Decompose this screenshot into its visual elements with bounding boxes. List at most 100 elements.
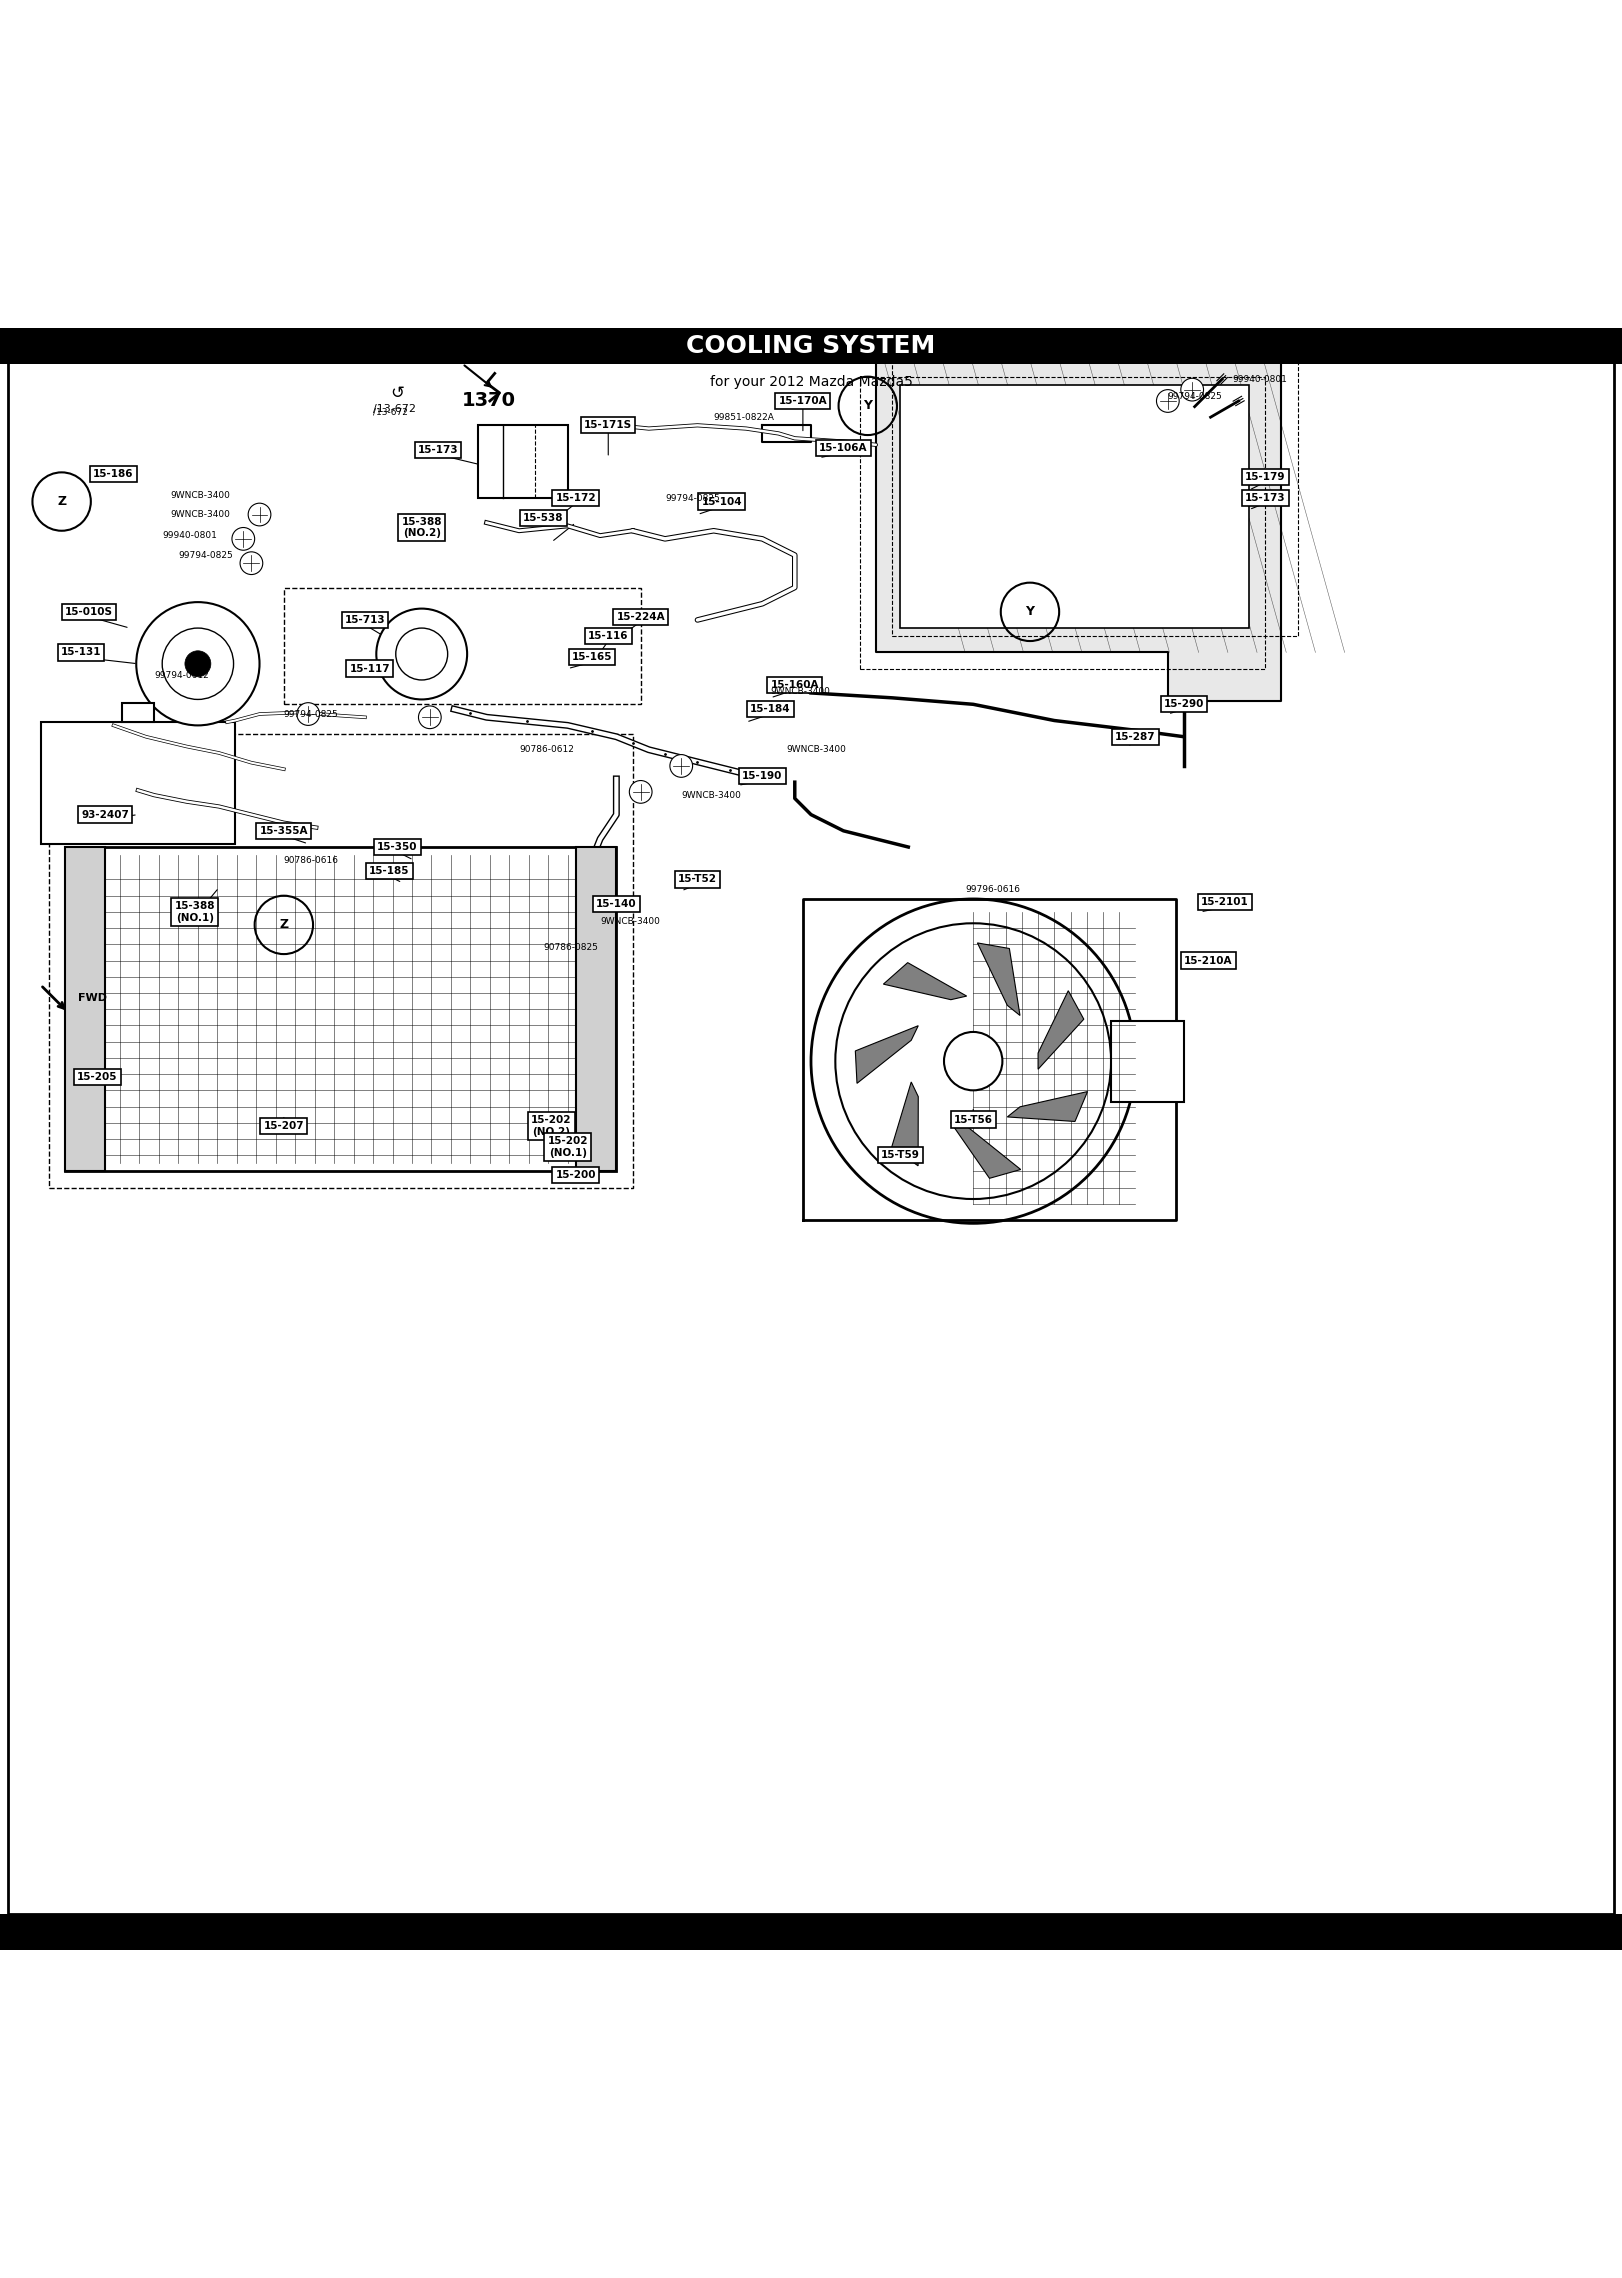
Polygon shape [876, 360, 1281, 702]
Text: 15-T56: 15-T56 [954, 1114, 993, 1125]
Text: 99794-0825: 99794-0825 [1168, 392, 1223, 401]
Circle shape [376, 608, 467, 699]
Text: Z: Z [279, 918, 289, 932]
FancyBboxPatch shape [900, 385, 1249, 629]
Text: 15-131: 15-131 [62, 647, 101, 658]
Bar [65, 847, 105, 1171]
Text: 9WNCB-3400: 9WNCB-3400 [787, 745, 847, 754]
Text: 15-179: 15-179 [1246, 472, 1285, 483]
Text: 15-350: 15-350 [378, 843, 417, 852]
Text: 15-T52: 15-T52 [678, 875, 717, 884]
Text: 15-171S: 15-171S [584, 421, 633, 431]
Text: ↺: ↺ [391, 385, 404, 401]
Text: 9WNCB-3400: 9WNCB-3400 [770, 688, 830, 695]
Text: 15-117: 15-117 [349, 663, 391, 674]
Text: 15-T59: 15-T59 [881, 1150, 920, 1160]
Bar [49, 734, 633, 1187]
Circle shape [136, 601, 260, 724]
Bar [122, 702, 154, 722]
Polygon shape [950, 1123, 1020, 1178]
Polygon shape [978, 943, 1020, 1016]
Text: Y: Y [1025, 606, 1035, 617]
Text: 15-388
(NO.2): 15-388 (NO.2) [402, 517, 441, 538]
Text: 99794-0825: 99794-0825 [178, 551, 234, 560]
Text: 9WNCB-3400: 9WNCB-3400 [681, 790, 741, 800]
Text: 9WNCB-3400: 9WNCB-3400 [170, 510, 230, 519]
Polygon shape [855, 1025, 918, 1084]
Text: 9WNCB-3400: 9WNCB-3400 [170, 490, 230, 499]
Text: 99794-0612: 99794-0612 [154, 670, 209, 679]
Circle shape [232, 528, 255, 551]
Text: 15-210A: 15-210A [1184, 954, 1233, 966]
Circle shape [1156, 390, 1179, 412]
Text: FWD: FWD [78, 993, 107, 1002]
Circle shape [629, 781, 652, 804]
Text: /13-672: /13-672 [373, 408, 409, 417]
Text: 15-172: 15-172 [555, 494, 597, 503]
Text: 15-355A: 15-355A [260, 827, 308, 836]
Text: for your 2012 Mazda Mazda5: for your 2012 Mazda Mazda5 [709, 374, 913, 390]
Text: 15-713: 15-713 [344, 615, 386, 624]
Text: Y: Y [863, 399, 873, 412]
Text: 15-224A: 15-224A [616, 613, 665, 622]
Polygon shape [884, 964, 967, 1000]
Text: 1370: 1370 [462, 392, 516, 410]
Text: 15-186: 15-186 [94, 469, 133, 478]
Circle shape [185, 652, 211, 677]
Text: 15-104: 15-104 [701, 497, 743, 506]
Text: 15-160A: 15-160A [770, 679, 819, 690]
FancyBboxPatch shape [0, 1914, 1622, 1950]
Text: 15-165: 15-165 [573, 652, 611, 663]
Text: 15-287: 15-287 [1114, 731, 1156, 743]
Circle shape [670, 754, 693, 777]
Text: 99794-0825: 99794-0825 [284, 708, 339, 718]
Circle shape [1181, 378, 1204, 401]
Text: Z: Z [57, 494, 67, 508]
Polygon shape [1038, 991, 1083, 1068]
Text: 90786-0612: 90786-0612 [519, 745, 574, 754]
Text: 15-290: 15-290 [1165, 699, 1204, 708]
Text: /13-672: /13-672 [373, 403, 417, 415]
Text: 15-388
(NO.1): 15-388 (NO.1) [175, 902, 214, 923]
Text: 90786-0825: 90786-0825 [543, 943, 599, 952]
Text: COOLING SYSTEM: COOLING SYSTEM [686, 335, 936, 358]
Text: 15-170A: 15-170A [779, 396, 827, 405]
Text: 93-2407: 93-2407 [81, 809, 130, 820]
Text: 99940-0801: 99940-0801 [162, 531, 217, 540]
Text: 15-200: 15-200 [556, 1169, 595, 1180]
FancyBboxPatch shape [0, 328, 1622, 364]
Text: 99796-0616: 99796-0616 [965, 884, 1020, 893]
Bar [41, 722, 235, 843]
Text: 15-173: 15-173 [1244, 494, 1286, 503]
Text: 15-207: 15-207 [263, 1121, 305, 1130]
Text: 90786-0616: 90786-0616 [284, 857, 339, 866]
Polygon shape [892, 1082, 918, 1166]
Text: 15-184: 15-184 [749, 704, 792, 715]
Bar [860, 376, 1265, 670]
Text: 9WNCB-3400: 9WNCB-3400 [600, 918, 660, 927]
Text: 99851-0822A: 99851-0822A [714, 412, 775, 421]
Circle shape [418, 706, 441, 729]
Bar [892, 344, 1298, 636]
Bar [1111, 1021, 1184, 1103]
Text: 15-202
(NO.2): 15-202 (NO.2) [532, 1116, 571, 1137]
Circle shape [944, 1032, 1002, 1091]
Text: 99940-0801: 99940-0801 [1233, 376, 1288, 385]
Circle shape [297, 702, 320, 724]
Bar [284, 588, 641, 704]
Bar [65, 847, 616, 1171]
Circle shape [811, 900, 1135, 1223]
Text: 99794-0825: 99794-0825 [665, 494, 720, 503]
Text: 15-205: 15-205 [78, 1073, 117, 1082]
Text: 15-538: 15-538 [524, 513, 563, 522]
Circle shape [240, 551, 263, 574]
Circle shape [248, 503, 271, 526]
Text: 15-2101: 15-2101 [1200, 898, 1249, 907]
Polygon shape [1007, 1091, 1087, 1121]
Text: 15-173: 15-173 [417, 444, 459, 456]
Text: 15-190: 15-190 [743, 770, 782, 781]
Text: 15-116: 15-116 [589, 631, 628, 640]
Bar [576, 847, 616, 1171]
Bar [478, 426, 568, 499]
Text: 15-185: 15-185 [370, 866, 409, 877]
